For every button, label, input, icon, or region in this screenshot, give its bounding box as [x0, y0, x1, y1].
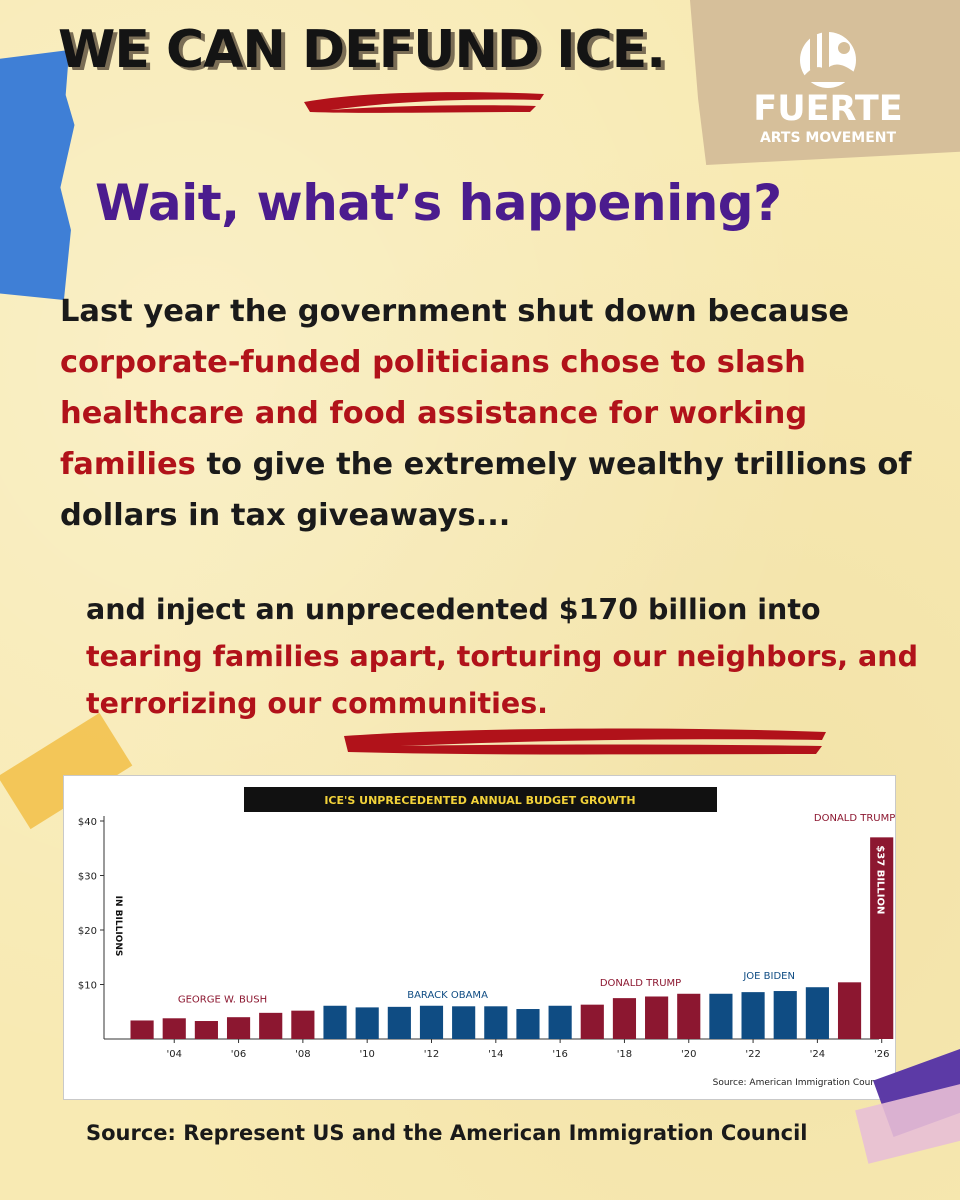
x-tick-label: '04	[166, 1049, 181, 1060]
x-tick-label: '20	[681, 1049, 696, 1060]
x-tick-label: '22	[745, 1049, 760, 1060]
intro-text-black-end: to give the extremely wealthy trillions …	[60, 447, 912, 533]
budget-bar	[580, 1004, 604, 1039]
headline-brush-underline	[304, 92, 544, 113]
budget-bar	[741, 992, 765, 1039]
budget-bar	[870, 837, 894, 1039]
x-tick-label: '16	[552, 1049, 567, 1060]
budget-bar	[805, 987, 829, 1039]
budget-bar	[645, 996, 669, 1039]
x-tick-label: '14	[488, 1049, 503, 1060]
logo-name: FUERTE	[753, 89, 903, 129]
administration-label: BARACK OBAMA	[407, 990, 488, 1001]
x-tick-label: '18	[617, 1049, 632, 1060]
intro-text-red: corporate-funded politicians chose to sl…	[60, 345, 808, 482]
x-tick-label: '06	[231, 1049, 246, 1060]
budget-bar	[837, 982, 862, 1039]
funding-paragraph: and inject an unprecedented $170 billion…	[86, 586, 926, 727]
administration-label: DONALD TRUMP	[814, 813, 895, 824]
bar-annotation: $37 BILLION	[875, 845, 886, 914]
budget-bar	[291, 1010, 315, 1039]
y-tick-label: $10	[78, 981, 97, 992]
budget-chart: ICE'S UNPRECEDENTED ANNUAL BUDGET GROWTH…	[63, 775, 896, 1100]
intro-paragraph: Last year the government shut down becau…	[60, 286, 920, 541]
budget-chart-svg: ICE'S UNPRECEDENTED ANNUAL BUDGET GROWTH…	[78, 787, 895, 1088]
blue-tape-decoration	[0, 50, 75, 300]
budget-bar	[612, 998, 637, 1039]
budget-bar	[677, 993, 701, 1039]
x-tick-label: '10	[359, 1049, 374, 1060]
source-footer: Source: Represent US and the American Im…	[86, 1121, 808, 1145]
budget-bar	[387, 1006, 411, 1039]
logo-tagline: ARTS MOVEMENT	[759, 130, 897, 146]
subheading: Wait, what’s happening?	[95, 174, 782, 232]
budget-bar	[548, 1005, 572, 1039]
x-tick-label: '08	[295, 1049, 310, 1060]
budget-bar	[162, 1018, 186, 1039]
budget-bar	[484, 1006, 508, 1039]
chart-title-banner	[244, 787, 717, 812]
budget-bar	[226, 1017, 251, 1039]
budget-bar	[130, 1020, 154, 1039]
chart-title: ICE'S UNPRECEDENTED ANNUAL BUDGET GROWTH	[324, 794, 635, 807]
y-tick-label: $40	[78, 817, 97, 828]
funding-brush-underline	[344, 728, 826, 755]
x-tick-label: '24	[810, 1049, 825, 1060]
y-axis-label: IN BILLIONS	[113, 896, 123, 957]
budget-bar	[259, 1012, 283, 1039]
headline: WE CAN DEFUND ICE.	[58, 20, 666, 80]
fuerte-logo-icon	[800, 26, 856, 88]
budget-bar	[773, 991, 797, 1039]
y-tick-label: $20	[78, 926, 97, 937]
funding-text-red: tearing families apart, torturing our ne…	[86, 640, 918, 720]
budget-bar	[709, 993, 733, 1039]
funding-text-black: and inject an unprecedented $170 billion…	[86, 593, 821, 626]
chart-source: Source: American Immigration Council	[713, 1078, 886, 1088]
budget-bar	[419, 1005, 444, 1039]
administration-label: GEORGE W. BUSH	[178, 995, 267, 1006]
intro-text-black: Last year the government shut down becau…	[60, 294, 850, 329]
budget-bar	[452, 1006, 476, 1039]
administration-label: JOE BIDEN	[742, 971, 795, 982]
administration-label: DONALD TRUMP	[600, 978, 681, 989]
budget-bar	[323, 1005, 347, 1039]
budget-bar	[355, 1007, 379, 1039]
x-tick-label: '12	[424, 1049, 439, 1060]
budget-bar	[516, 1009, 540, 1039]
y-tick-label: $30	[78, 872, 97, 883]
x-tick-label: '26	[874, 1049, 889, 1060]
budget-bar	[194, 1021, 218, 1039]
